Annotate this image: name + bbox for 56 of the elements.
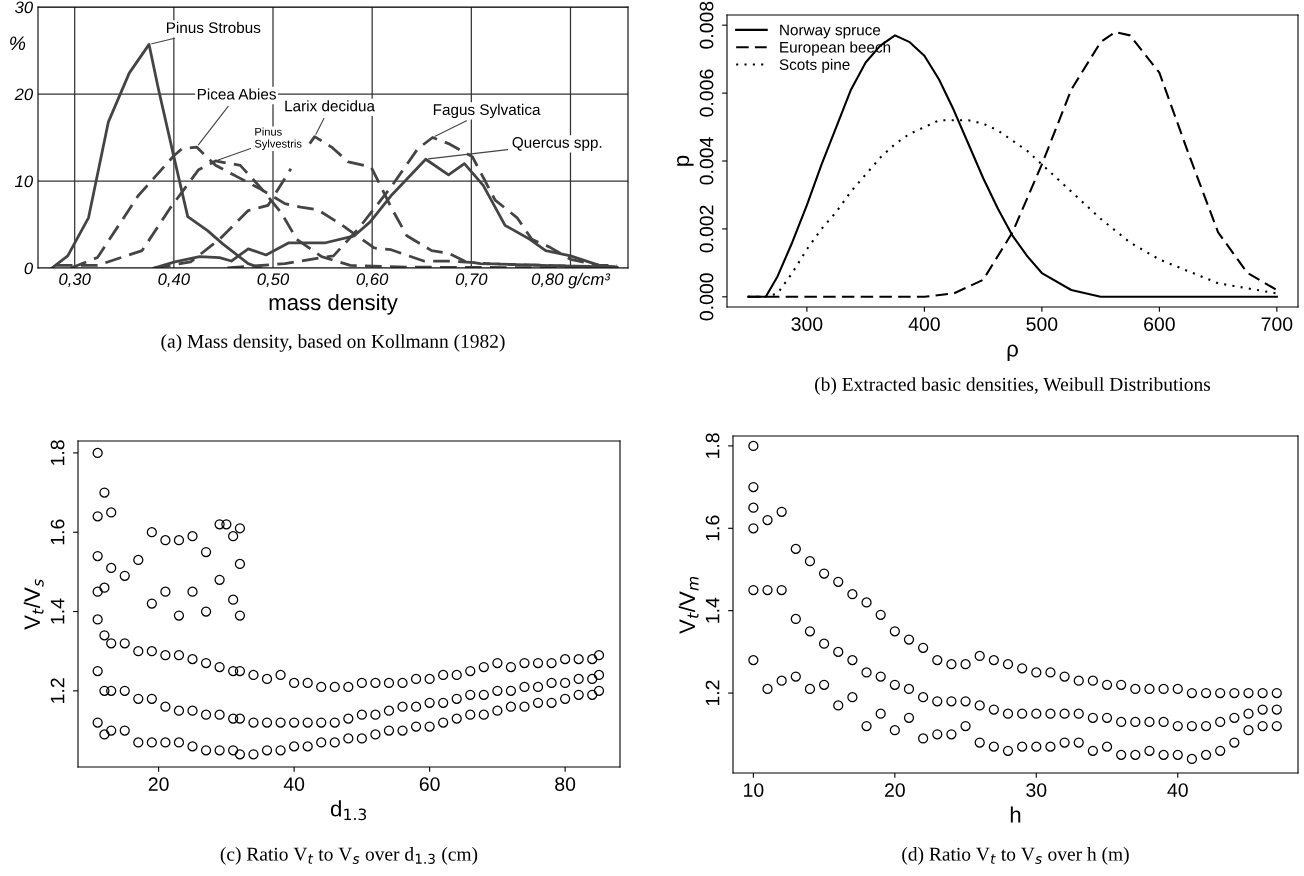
text: Picea Abies: [197, 88, 276, 100]
x-tick-label: 0,30: [59, 273, 91, 288]
x-tick-label: 300: [791, 317, 823, 331]
text: Quercus spp.: [512, 137, 602, 151]
y-tick-label: 20: [14, 88, 33, 101]
x-tick-label: 0,50: [257, 273, 290, 288]
y-tick-label: 10: [15, 175, 33, 188]
series-label: Pinus Sylvestris: [254, 127, 302, 150]
y-tick-label: 1.2: [50, 678, 65, 703]
y-tick-label: 0.008: [699, 1, 714, 49]
y-tick-label: 30: [14, 1, 33, 14]
y-tick-label: 1.6: [705, 515, 720, 541]
x-tick-label: 0,40: [158, 273, 190, 288]
text: (b) Extracted basic densities, Weibull Distributions: [815, 377, 1211, 395]
x-tick-label: 10: [744, 783, 764, 797]
x-tick-label: 0,80 g/cm³: [531, 272, 611, 289]
x-tick-label: 20: [148, 777, 169, 791]
x-axis-title: ρ: [1007, 344, 1018, 362]
x-tick-label: 40: [283, 777, 305, 791]
y-axis-title: V$_{t}$/V$_{s}$: [23, 579, 44, 630]
y-tick-label: 0: [24, 262, 33, 275]
y-tick-label: 1.8: [50, 440, 65, 465]
legend-label: Scots pine: [779, 58, 850, 73]
y-tick-label: 1.2: [705, 680, 720, 706]
x-tick-label: 400: [908, 317, 940, 331]
x-tick-label: 40: [1167, 783, 1188, 797]
x-axis-title: mass density: [269, 293, 398, 315]
y-tick-label: 1.4: [50, 598, 65, 624]
y-axis-title: V$_{t}$/V$_{m}$: [678, 576, 699, 634]
x-tick-label: 700: [1261, 317, 1293, 331]
x-tick-label: 600: [1144, 317, 1175, 331]
x-tick-label: 0,60: [356, 273, 389, 288]
x-tick-label: 80: [555, 777, 576, 791]
x-axis-title: h: [1010, 806, 1021, 823]
text: (c) Ratio V$_{t}$ to V$_{s}$ over d$_{1.3}$ (cm): [220, 847, 478, 865]
x-tick-label: 60: [419, 777, 440, 791]
x-tick-label: 30: [1026, 783, 1047, 797]
y-tick-label: 1.8: [705, 433, 720, 458]
x-tick-label: 0,70: [455, 273, 488, 288]
y-tick-label: 1.6: [50, 519, 65, 545]
y-axis-title: %: [10, 36, 26, 51]
series-label: Fagus Sylvatica: [433, 103, 541, 119]
y-tick-label: 0.000: [699, 273, 714, 321]
text: (d) Ratio V$_{t}$ to V$_{s}$ over h (m): [902, 847, 1129, 865]
legend-label: Norway spruce: [780, 24, 881, 39]
y-tick-label: 1.4: [705, 597, 720, 623]
y-tick-label: 0.002: [699, 205, 714, 253]
x-tick-label: 500: [1026, 317, 1058, 331]
y-tick-label: 0.006: [699, 69, 714, 117]
x-tick-label: 20: [885, 783, 905, 797]
y-axis-title: p: [677, 155, 694, 166]
x-axis-title: d$_{1.3}$: [330, 800, 367, 821]
y-tick-label: 0.004: [699, 137, 714, 185]
text: Larix decidua: [285, 100, 375, 112]
text: (a) Mass density, based on Kollmann (1982): [161, 334, 505, 352]
series-label: Pinus Strobus: [166, 21, 261, 34]
